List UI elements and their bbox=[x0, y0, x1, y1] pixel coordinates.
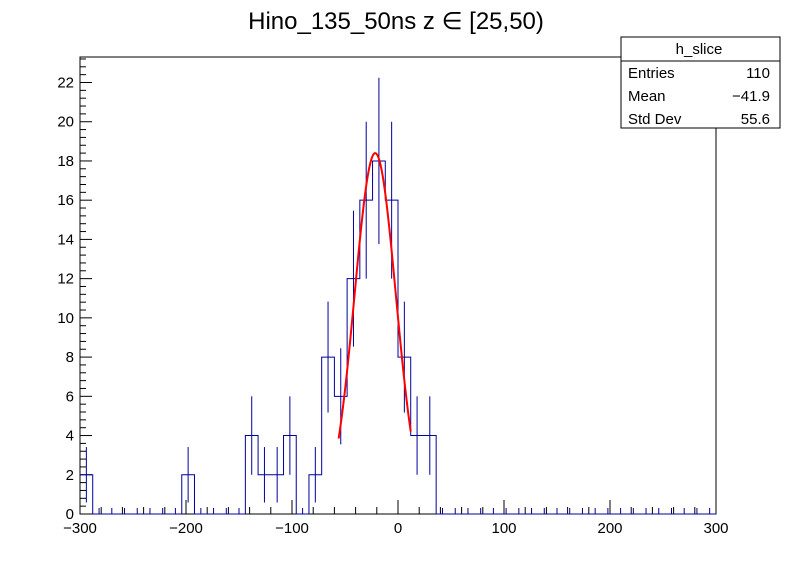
stats-entries-value: 110 bbox=[746, 65, 770, 82]
y-tick-label: 16 bbox=[57, 192, 74, 209]
x-tick-label: 200 bbox=[597, 520, 622, 537]
stats-box-frame bbox=[620, 36, 781, 129]
y-tick-label: 22 bbox=[57, 74, 74, 91]
stats-box-name: h_slice bbox=[676, 41, 723, 58]
y-tick-label: 12 bbox=[57, 271, 74, 288]
stats-entries-label: Entries bbox=[628, 65, 675, 82]
y-tick-label: 8 bbox=[66, 349, 74, 366]
y-axis: 0 2 4 6 8 10 12 14 16 18 20 22 bbox=[57, 58, 92, 523]
x-tick-label: 100 bbox=[491, 520, 516, 537]
stats-mean-label: Mean bbox=[628, 88, 666, 105]
stats-box: h_slice Entries 110 Mean −41.9 Std Dev 5… bbox=[620, 36, 781, 129]
stats-stddev-label: Std Dev bbox=[628, 111, 682, 128]
x-tick-label: −100 bbox=[275, 520, 309, 537]
y-tick-label: 2 bbox=[66, 467, 74, 484]
x-tick-label: −300 bbox=[63, 520, 97, 537]
stats-stddev-value: 55.6 bbox=[741, 111, 770, 128]
x-tick-label: 300 bbox=[703, 520, 728, 537]
stats-mean-value: −41.9 bbox=[732, 88, 770, 105]
x-tick-label: 0 bbox=[394, 520, 402, 537]
y-tick-label: 18 bbox=[57, 153, 74, 170]
histogram-bins bbox=[80, 77, 716, 515]
y-tick-label: 0 bbox=[66, 506, 74, 523]
gaussian-fit bbox=[337, 152, 412, 439]
y-tick-label: 6 bbox=[66, 388, 74, 405]
histogram-outline bbox=[80, 160, 716, 515]
y-tick-label: 10 bbox=[57, 310, 74, 327]
x-tick-label: −200 bbox=[169, 520, 203, 537]
chart-title: Hino_135_50ns z ∈ [25,50) bbox=[248, 8, 544, 35]
y-tick-label: 20 bbox=[57, 114, 74, 131]
fit-curve bbox=[337, 152, 412, 439]
y-tick-label: 4 bbox=[66, 428, 74, 445]
x-axis: −300 −200 −100 0 100 200 300 bbox=[63, 500, 729, 537]
y-tick-label: 14 bbox=[57, 231, 74, 248]
